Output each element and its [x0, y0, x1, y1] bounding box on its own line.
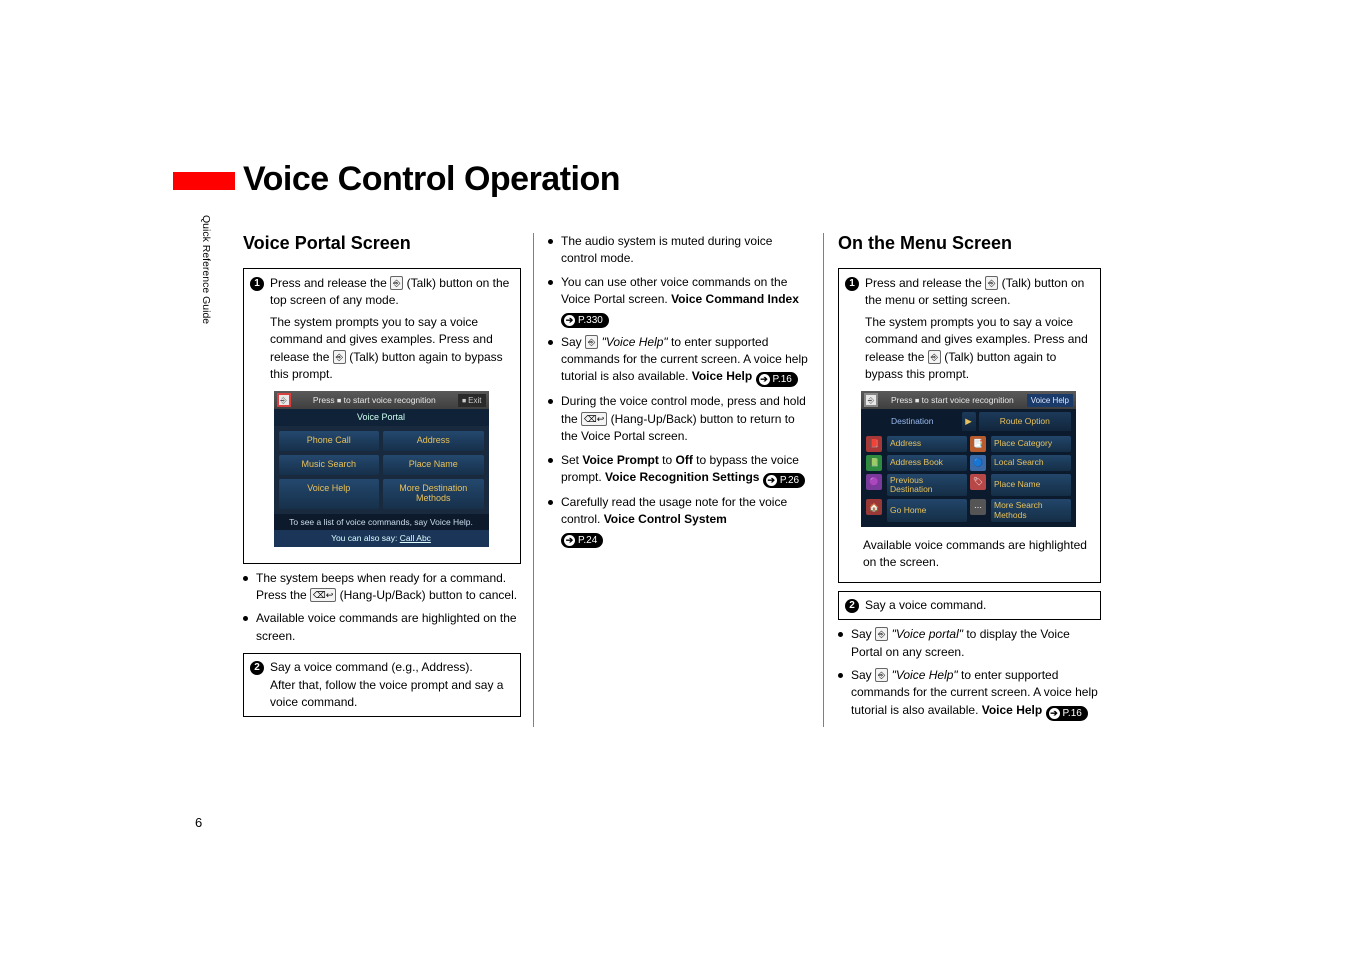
ss-tab: Destination: [866, 412, 959, 430]
step2-text-b: After that, follow the voice prompt and …: [270, 677, 512, 712]
step2-text-a: Say a voice command (e.g., Address).: [270, 660, 473, 674]
bullet-item: Say ⎆ "Voice portal" to display the Voic…: [838, 626, 1101, 661]
talk-icon: ⎆: [390, 276, 403, 290]
ss-talk-icon: ⎆: [864, 393, 878, 407]
ss-btn: More Destination Methods: [383, 479, 484, 509]
column-middle: The audio system is muted during voice c…: [533, 233, 823, 727]
page-title: Voice Control Operation: [243, 160, 1173, 199]
ss-row-btn: Previous Destination: [887, 474, 967, 497]
ss-exit: ⏹Exit: [458, 394, 485, 408]
ss-btn: Phone Call: [279, 431, 380, 451]
page-number: 6: [195, 815, 202, 830]
screenshot-caption: Available voice commands are highlighted…: [863, 537, 1092, 572]
ss-row-icon: 📕: [866, 436, 882, 452]
talk-icon: ⎆: [985, 276, 998, 290]
ss-title: Voice Portal: [274, 409, 489, 426]
ss-arrow-icon: ▶: [962, 412, 976, 430]
ss-row-icon: 🔵: [970, 455, 986, 471]
ss-row-btn: Go Home: [887, 499, 967, 522]
menu-screenshot: ⎆ Press ⏹ to start voice recognition Voi…: [861, 391, 1076, 527]
step2-text: Say a voice command.: [865, 597, 986, 614]
heading-voice-portal: Voice Portal Screen: [243, 233, 521, 254]
ss-row-icon: 🟣: [866, 474, 882, 490]
page-ref-pill: ➔P.26: [763, 473, 805, 488]
page-ref-pill: ➔P.24: [561, 533, 603, 548]
talk-icon: ⎆: [875, 627, 888, 641]
ss-row-btn: Place Category: [991, 436, 1071, 452]
ss-top-text: Press ⏹ to start voice recognition: [882, 394, 1023, 406]
ss-btn: Music Search: [279, 455, 380, 475]
bullet-item: Carefully read the usage note for the vo…: [548, 494, 811, 548]
ss-top-text: Press ⏹ to start voice recognition: [295, 394, 455, 406]
page-content: Voice Control Operation Voice Portal Scr…: [173, 160, 1173, 727]
step-2-badge: 2: [250, 661, 264, 675]
ss-row-icon: 🏠: [866, 499, 882, 515]
heading-menu-screen: On the Menu Screen: [838, 233, 1101, 254]
bullet-item: The system beeps when ready for a comman…: [243, 570, 521, 605]
ss-row-btn: More Search Methods: [991, 499, 1071, 522]
ss-row-icon: ⋯: [970, 499, 986, 515]
ss-row-btn: Address: [887, 436, 967, 452]
bullet-item: Say ⎆ "Voice Help" to enter supported co…: [838, 667, 1101, 721]
step-2-box: 2 Say a voice command.: [838, 591, 1101, 620]
page-ref-pill: ➔P.330: [561, 313, 609, 328]
step-2-badge: 2: [845, 599, 859, 613]
step-1-box: 1 Press and release the ⎆ (Talk) button …: [838, 268, 1101, 583]
ss-row-btn: Address Book: [887, 455, 967, 471]
bullet-item: During the voice control mode, press and…: [548, 393, 811, 445]
ss-talk-icon: ⎆: [277, 393, 291, 407]
voice-portal-screenshot: ⎆ Press ⏹ to start voice recognition ⏹Ex…: [274, 391, 489, 546]
bullet-item: Set Voice Prompt to Off to bypass the vo…: [548, 452, 811, 488]
page-ref-pill: ➔P.16: [756, 372, 798, 387]
step-1-badge: 1: [845, 277, 859, 291]
ss-row-icon: 📗: [866, 455, 882, 471]
col2-bullets: The audio system is muted during voice c…: [548, 233, 811, 548]
ss-btn: Address: [383, 431, 484, 451]
ss-footer1: To see a list of voice commands, say Voi…: [274, 514, 489, 530]
talk-icon: ⎆: [333, 350, 346, 364]
talk-icon: ⎆: [585, 335, 598, 349]
hangup-icon: ⌫↩: [310, 588, 336, 602]
bullet-item: You can use other voice commands on the …: [548, 274, 811, 328]
column-voice-portal: Voice Portal Screen 1 Press and release …: [243, 233, 533, 727]
ss-btn: Voice Help: [279, 479, 380, 509]
bullet-item: Available voice commands are highlighted…: [243, 610, 521, 645]
col3-bullets: Say ⎆ "Voice portal" to display the Voic…: [838, 626, 1101, 721]
column-menu-screen: On the Menu Screen 1 Press and release t…: [823, 233, 1113, 727]
talk-icon: ⎆: [928, 350, 941, 364]
ss-row-btn: Place Name: [991, 474, 1071, 497]
step1-text-a: Press and release the: [270, 276, 390, 290]
col1-bullets: The system beeps when ready for a comman…: [243, 570, 521, 646]
step-2-box: 2 Say a voice command (e.g., Address). A…: [243, 653, 521, 717]
page-ref-pill: ➔P.16: [1046, 706, 1088, 721]
ss-row-icon: 🏷: [970, 474, 986, 490]
step1-text-a: Press and release the: [865, 276, 985, 290]
ss-tab: Route Option: [979, 412, 1072, 430]
ss-voice-help: Voice Help: [1027, 394, 1073, 408]
talk-icon: ⎆: [875, 668, 888, 682]
step-1-box: 1 Press and release the ⎆ (Talk) button …: [243, 268, 521, 564]
hangup-icon: ⌫↩: [581, 412, 607, 426]
step-1-badge: 1: [250, 277, 264, 291]
bullet-item: Say ⎆ "Voice Help" to enter supported co…: [548, 334, 811, 388]
ss-btn: Place Name: [383, 455, 484, 475]
bullet-item: The audio system is muted during voice c…: [548, 233, 811, 268]
ss-footer2: You can also say: Call Abc: [274, 530, 489, 546]
ss-row-icon: 📑: [970, 436, 986, 452]
ss-row-btn: Local Search: [991, 455, 1071, 471]
